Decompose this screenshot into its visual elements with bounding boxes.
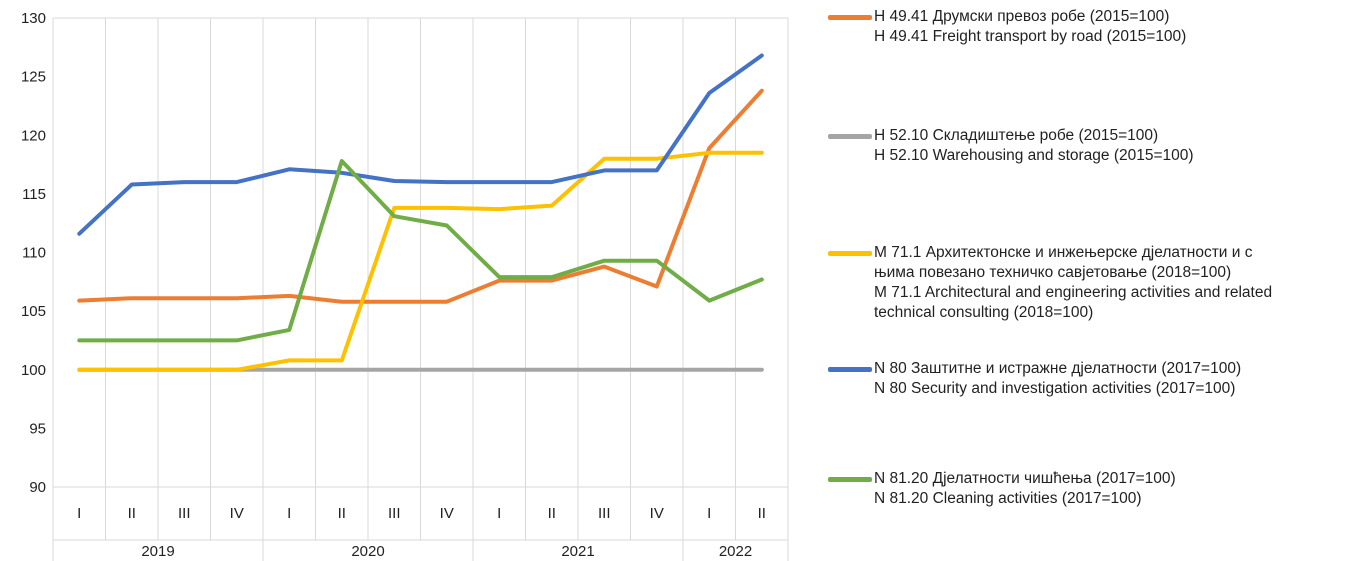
legend-swatch-security bbox=[828, 367, 872, 372]
x-category-label: I bbox=[707, 505, 711, 522]
y-tick-labels: 90 95 100 105 110 115 120 125 130 bbox=[21, 10, 46, 496]
x-category-label: IV bbox=[650, 505, 664, 522]
axes bbox=[52, 17, 789, 561]
x-category-label: I bbox=[287, 505, 291, 522]
y-tick-label: 100 bbox=[21, 362, 46, 379]
x-category-label: I bbox=[497, 505, 501, 522]
legend-line: H 49.41 Друмски превоз робе (2015=100) bbox=[874, 8, 1170, 25]
y-tick-label: 105 bbox=[21, 303, 46, 320]
y-tick-label: 120 bbox=[21, 127, 46, 144]
y-tick-label: 115 bbox=[22, 186, 46, 203]
y-tick-label: 90 bbox=[29, 479, 46, 496]
x-category-label: IV bbox=[230, 505, 244, 522]
year-label: 2021 bbox=[561, 543, 594, 560]
y-tick-label: 110 bbox=[22, 245, 46, 262]
x-category-label: II bbox=[338, 505, 346, 522]
legend-label-warehousing: H 52.10 Складиштење робе (2015=100) H 52… bbox=[874, 126, 1344, 166]
legend-label-freight: H 49.41 Друмски превоз робе (2015=100) H… bbox=[874, 7, 1344, 47]
x-category-labels: I II III IV I II III IV I II III IV I II bbox=[77, 505, 766, 522]
legend-swatch-cleaning bbox=[828, 477, 872, 482]
legend-line: N 81.20 Cleaning activities (2017=100) bbox=[874, 490, 1142, 507]
series-line-cleaning bbox=[77, 159, 764, 343]
year-label: 2019 bbox=[141, 543, 174, 560]
legend-line: H 52.10 Складиштење робе (2015=100) bbox=[874, 127, 1159, 144]
legend-line: H 52.10 Warehousing and storage (2015=10… bbox=[874, 147, 1194, 164]
legend-label-cleaning: N 81.20 Дјелатности чишћења (2017=100) N… bbox=[874, 469, 1344, 509]
x-category-label: II bbox=[128, 505, 136, 522]
y-tick-label: 95 bbox=[29, 420, 46, 437]
legend-swatch-warehousing bbox=[828, 134, 872, 139]
x-category-label: III bbox=[598, 505, 611, 522]
legend-line: M 71.1 Architectural and engineering act… bbox=[874, 284, 1273, 301]
legend-label-architectural: M 71.1 Архитектонске и инжењерске дјелат… bbox=[874, 243, 1344, 323]
legend-line: N 80 Security and investigation activiti… bbox=[874, 380, 1236, 397]
legend-line: H 49.41 Freight transport by road (2015=… bbox=[874, 28, 1187, 45]
x-category-label: II bbox=[758, 505, 766, 522]
x-category-label: III bbox=[178, 505, 191, 522]
x-category-label: I bbox=[77, 505, 81, 522]
series-lines bbox=[77, 53, 764, 372]
x-category-label: II bbox=[548, 505, 556, 522]
x-category-label: IV bbox=[440, 505, 454, 522]
legend-label-security: N 80 Заштитне и истражне дјелатности (20… bbox=[874, 359, 1344, 399]
series-line-security bbox=[77, 53, 764, 236]
series-line-architectural bbox=[77, 150, 764, 372]
y-tick-label: 130 bbox=[21, 10, 46, 27]
legend-swatch-freight bbox=[828, 15, 872, 20]
y-tick-label: 125 bbox=[21, 69, 46, 86]
legend-line: N 81.20 Дјелатности чишћења (2017=100) bbox=[874, 470, 1176, 487]
legend-line: technical consulting (2018=100) bbox=[874, 304, 1094, 321]
legend-line: њима повезано техничко савјетовање (2018… bbox=[874, 264, 1232, 281]
x-category-label: III bbox=[388, 505, 401, 522]
x-year-labels: 2019 2020 2021 2022 bbox=[141, 540, 752, 561]
legend-line: M 71.1 Архитектонске и инжењерске дјелат… bbox=[874, 244, 1253, 261]
legend-swatch-architectural bbox=[828, 251, 872, 256]
legend: H 49.41 Друмски превоз робе (2015=100) H… bbox=[828, 0, 1348, 561]
year-label: 2022 bbox=[719, 543, 752, 560]
year-label: 2020 bbox=[351, 543, 384, 560]
legend-line: N 80 Заштитне и истражне дјелатности (20… bbox=[874, 360, 1242, 377]
series-line-freight bbox=[77, 88, 764, 304]
